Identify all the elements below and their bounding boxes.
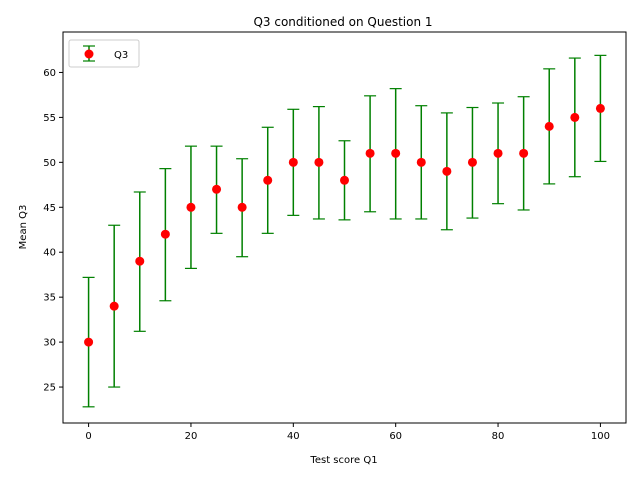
legend-label: Q3 <box>114 50 128 61</box>
chart-title: Q3 conditioned on Question 1 <box>253 15 432 29</box>
data-point <box>212 184 222 194</box>
x-tick-label: 60 <box>389 431 402 442</box>
legend-marker-icon <box>84 49 94 59</box>
y-tick-label: 35 <box>43 293 56 304</box>
data-point <box>237 202 247 212</box>
legend: Q3 <box>68 39 140 68</box>
data-point <box>467 157 477 167</box>
data-point <box>340 175 349 185</box>
y-tick-label: 50 <box>43 158 56 169</box>
y-axis: 25 30 35 40 45 50 55 60 <box>43 68 63 394</box>
legend-box <box>68 39 140 68</box>
x-axis: 0 20 40 60 80 100 <box>85 423 610 442</box>
y-tick-label: 30 <box>43 338 56 349</box>
data-point <box>365 148 375 158</box>
data-point <box>544 121 554 131</box>
data-point <box>160 229 170 239</box>
x-axis-label: Test score Q1 <box>309 455 377 466</box>
data-point <box>84 337 94 347</box>
y-axis-label: Mean Q3 <box>18 205 29 250</box>
y-tick-label: 45 <box>43 203 56 214</box>
data-point <box>416 157 426 167</box>
x-tick-label: 20 <box>185 431 198 442</box>
plot-area <box>82 54 607 408</box>
data-point <box>391 148 401 158</box>
data-point <box>109 301 119 311</box>
data-point <box>263 175 273 185</box>
data-point <box>519 148 529 158</box>
data-point <box>442 166 452 176</box>
x-tick-label: 0 <box>85 431 91 442</box>
y-tick-label: 40 <box>43 248 56 259</box>
y-tick-label: 25 <box>43 383 56 394</box>
data-point <box>570 112 580 122</box>
y-tick-label: 60 <box>43 68 56 79</box>
data-point <box>186 202 196 212</box>
axes-frame <box>62 31 627 424</box>
y-tick-label: 55 <box>43 113 56 124</box>
data-point <box>314 157 324 167</box>
x-tick-label: 80 <box>492 431 505 442</box>
data-point <box>595 103 605 113</box>
x-tick-label: 40 <box>287 431 300 442</box>
x-tick-label: 100 <box>591 431 610 442</box>
data-point <box>135 256 145 266</box>
data-point <box>493 148 503 158</box>
data-point <box>288 157 298 167</box>
